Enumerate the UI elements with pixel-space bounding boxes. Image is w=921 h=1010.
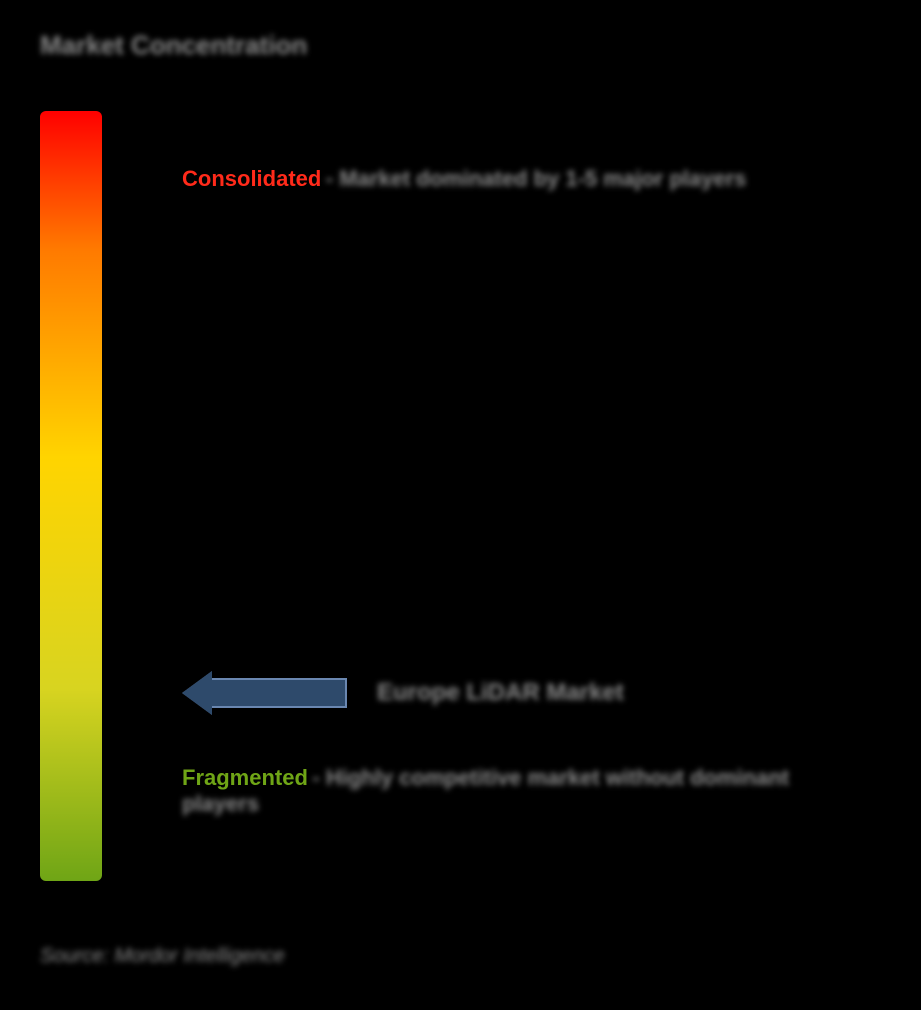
consolidated-term: Consolidated <box>182 166 321 191</box>
consolidated-desc: - Market dominated by 1-5 major players <box>326 166 747 191</box>
page-title: Market Concentration <box>40 30 881 61</box>
market-label: Europe LiDAR Market <box>377 679 624 707</box>
labels-column: Consolidated - Market dominated by 1-5 m… <box>182 111 881 881</box>
concentration-gradient-bar <box>40 111 102 881</box>
source-attribution: Source: Mordor Intelligence <box>40 945 285 968</box>
market-marker: Europe LiDAR Market <box>182 671 861 715</box>
fragmented-block: Fragmented - Highly competitive market w… <box>182 765 861 817</box>
fragmented-term: Fragmented <box>182 765 308 790</box>
content-row: Consolidated - Market dominated by 1-5 m… <box>40 111 881 881</box>
arrow-left-icon <box>182 671 347 715</box>
consolidated-block: Consolidated - Market dominated by 1-5 m… <box>182 166 861 192</box>
